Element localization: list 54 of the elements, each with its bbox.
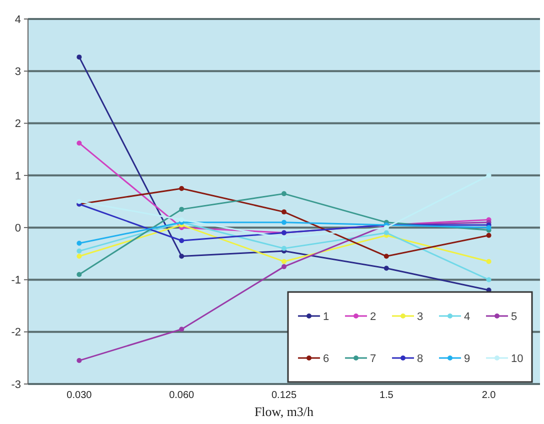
point bbox=[486, 277, 492, 282]
point bbox=[76, 199, 82, 204]
point bbox=[384, 254, 389, 259]
legend-label: 4 bbox=[464, 310, 470, 323]
point bbox=[76, 272, 82, 277]
point bbox=[486, 172, 492, 178]
x-axis-title: Flow, m3/h bbox=[254, 404, 314, 419]
legend-label: 10 bbox=[511, 352, 524, 365]
y-tick-label: -2 bbox=[11, 326, 21, 339]
point bbox=[282, 258, 286, 264]
point bbox=[486, 232, 492, 238]
y-tick-label: 0 bbox=[14, 222, 21, 234]
x-tick-label: 0.030 bbox=[66, 390, 92, 401]
point bbox=[76, 140, 82, 146]
point bbox=[76, 248, 82, 254]
legend-label: 9 bbox=[464, 352, 470, 365]
point bbox=[179, 238, 184, 244]
point bbox=[179, 326, 184, 332]
y-tick-label: -3 bbox=[11, 378, 21, 391]
point bbox=[384, 225, 389, 230]
legend-label: 6 bbox=[323, 352, 330, 365]
legend-label: 2 bbox=[370, 310, 376, 323]
x-tick-label: 1.5 bbox=[379, 390, 394, 401]
point bbox=[76, 254, 82, 259]
point bbox=[282, 191, 286, 196]
legend-label: 7 bbox=[370, 352, 376, 365]
y-tick-label: 3 bbox=[14, 66, 21, 78]
point bbox=[76, 358, 82, 364]
y-tick-label: 4 bbox=[14, 14, 21, 26]
legend-label: 1 bbox=[323, 310, 330, 323]
y-tick-label: -1 bbox=[11, 274, 21, 287]
legend-label: 5 bbox=[511, 310, 518, 323]
x-tick-label: 0.060 bbox=[169, 390, 195, 401]
point bbox=[282, 236, 286, 240]
point bbox=[179, 217, 184, 222]
point bbox=[486, 225, 492, 230]
point bbox=[282, 220, 286, 225]
point bbox=[179, 254, 184, 259]
legend-label: 3 bbox=[417, 310, 424, 323]
point bbox=[384, 230, 389, 236]
point bbox=[486, 258, 492, 264]
point bbox=[282, 209, 286, 214]
x-tick-label: 2.0 bbox=[482, 390, 496, 401]
point bbox=[76, 54, 82, 60]
point bbox=[179, 206, 184, 212]
point bbox=[384, 266, 389, 271]
legend-label: 8 bbox=[417, 352, 424, 365]
y-tick-label: 1 bbox=[14, 170, 21, 182]
point bbox=[282, 264, 286, 270]
x-tick-label: 0.125 bbox=[271, 390, 297, 401]
y-tick-label: 2 bbox=[14, 118, 21, 130]
point bbox=[282, 246, 286, 251]
point bbox=[76, 240, 82, 246]
point bbox=[179, 186, 184, 191]
